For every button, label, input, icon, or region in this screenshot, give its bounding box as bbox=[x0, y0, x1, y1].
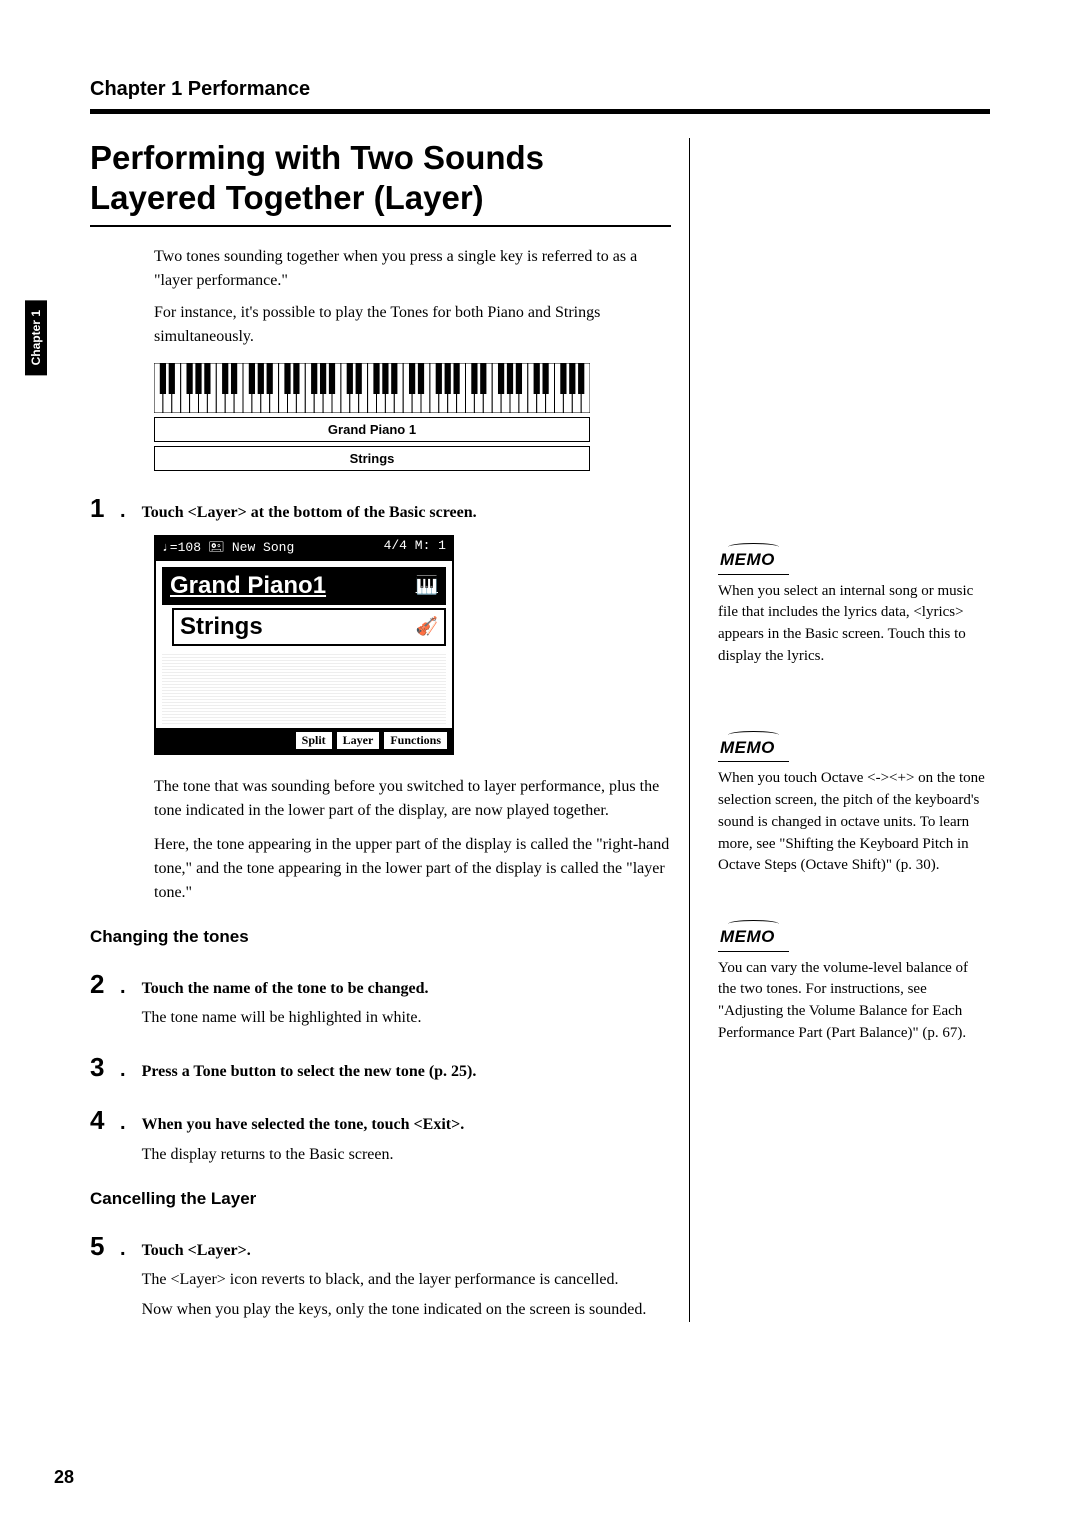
step-num: 1 bbox=[90, 493, 134, 524]
side-tab: Chapter 1 bbox=[25, 300, 47, 375]
step-num: 4 bbox=[90, 1105, 134, 1136]
sc-btn-split: Split bbox=[295, 731, 333, 750]
keyboard-svg bbox=[154, 363, 590, 413]
step-5: 5 . Touch <Layer>. The <Layer> icon reve… bbox=[90, 1231, 671, 1322]
sc-btn-functions: Functions bbox=[383, 731, 448, 750]
step-2: 2 . Touch the name of the tone to be cha… bbox=[90, 969, 671, 1030]
step-5-instr: Touch <Layer>. bbox=[142, 1240, 671, 1262]
memo-1: MEMO When you select an internal song or… bbox=[718, 548, 990, 668]
subhead-changing: Changing the tones bbox=[90, 927, 671, 947]
sc-blank-area bbox=[162, 652, 446, 724]
strings-icon: 🎻 bbox=[416, 616, 438, 637]
step-dot: . bbox=[120, 1112, 126, 1135]
step-5-b1: The <Layer> icon reverts to black, and t… bbox=[142, 1268, 671, 1292]
step-num: 3 bbox=[90, 1052, 134, 1083]
sc-btn-layer: Layer bbox=[336, 731, 381, 750]
step-dot: . bbox=[120, 976, 126, 999]
sc-top-left: ♩=108 🖭 New Song bbox=[162, 538, 294, 560]
step-4-instr: When you have selected the tone, touch <… bbox=[142, 1114, 671, 1136]
memo-2-text: When you touch Octave <-><+> on the tone… bbox=[718, 768, 990, 877]
tone-box-1: Grand Piano 1 bbox=[154, 417, 590, 442]
step-3-instr: Press a Tone button to select the new to… bbox=[142, 1061, 671, 1083]
sc-tone2-text: Strings bbox=[180, 613, 263, 641]
after-step1: The tone that was sounding before you sw… bbox=[154, 775, 671, 905]
step-dot: . bbox=[120, 1059, 126, 1082]
step-5-b2: Now when you play the keys, only the ton… bbox=[142, 1298, 671, 1322]
intro-block: Two tones sounding together when you pre… bbox=[90, 245, 671, 349]
memo-3-text: You can vary the volume-level balance of… bbox=[718, 958, 990, 1045]
step-2-body: The tone name will be highlighted in whi… bbox=[142, 1006, 671, 1030]
intro-p2: For instance, it's possible to play the … bbox=[154, 301, 671, 349]
step-num: 5 bbox=[90, 1231, 134, 1262]
step-3: 3 . Press a Tone button to select the ne… bbox=[90, 1052, 671, 1083]
after1-p1: The tone that was sounding before you sw… bbox=[154, 775, 671, 823]
section-title: Performing with Two Sounds Layered Toget… bbox=[90, 138, 671, 217]
page-number: 28 bbox=[54, 1467, 74, 1488]
side-column: MEMO When you select an internal song or… bbox=[718, 138, 990, 1322]
step-1-instr: Touch <Layer> at the bottom of the Basic… bbox=[142, 502, 671, 524]
step-2-instr: Touch the name of the tone to be changed… bbox=[142, 978, 671, 1000]
step-4: 4 . When you have selected the tone, tou… bbox=[90, 1105, 671, 1166]
step-4-body: The display returns to the Basic screen. bbox=[142, 1143, 671, 1167]
intro-p1: Two tones sounding together when you pre… bbox=[154, 245, 671, 293]
main-column: Performing with Two Sounds Layered Toget… bbox=[90, 138, 690, 1322]
subhead-cancel: Cancelling the Layer bbox=[90, 1189, 671, 1209]
after1-p2: Here, the tone appearing in the upper pa… bbox=[154, 833, 671, 905]
content-wrap: Performing with Two Sounds Layered Toget… bbox=[90, 138, 990, 1322]
step-1: 1 . Touch <Layer> at the bottom of the B… bbox=[90, 493, 671, 524]
chapter-header: Chapter 1 Performance bbox=[90, 78, 990, 101]
memo-3: MEMO You can vary the volume-level balan… bbox=[718, 925, 990, 1045]
keyboard-diagram: Grand Piano 1 Strings bbox=[154, 363, 590, 471]
memo-2: MEMO When you touch Octave <-><+> on the… bbox=[718, 736, 990, 877]
tone-box-2: Strings bbox=[154, 446, 590, 471]
rule-thin bbox=[90, 225, 671, 227]
memo-label: MEMO bbox=[718, 925, 789, 952]
step-dot: . bbox=[120, 500, 126, 523]
step-num: 2 bbox=[90, 969, 134, 1000]
sc-top-right: 4/4 M: 1 bbox=[384, 538, 446, 560]
rule-thick bbox=[90, 109, 990, 114]
step-dot: . bbox=[120, 1238, 126, 1261]
piano-icon: 🎹 bbox=[416, 575, 438, 596]
memo-label: MEMO bbox=[718, 548, 789, 575]
lcd-screenshot: ♩=108 🖭 New Song 4/4 M: 1 Grand Piano1 🎹… bbox=[154, 535, 454, 755]
memo-label: MEMO bbox=[718, 736, 789, 763]
sc-tone1-text: Grand Piano1 bbox=[170, 572, 326, 600]
memo-1-text: When you select an internal song or musi… bbox=[718, 581, 990, 668]
